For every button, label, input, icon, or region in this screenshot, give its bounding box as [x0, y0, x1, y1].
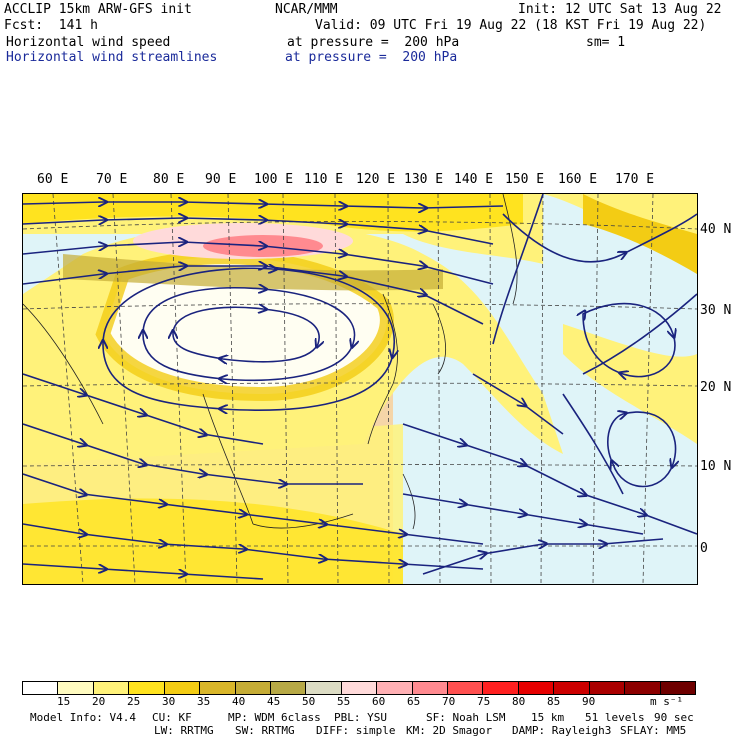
legend-swatch	[589, 682, 626, 694]
legend-swatch	[377, 682, 413, 694]
sflay-scheme: SFLAY: MM5	[620, 724, 687, 737]
legend-label: 85	[547, 695, 561, 708]
legend-swatch	[129, 682, 165, 694]
lat-label: 40 N	[700, 222, 732, 237]
legend-label: 30	[162, 695, 176, 708]
valid-time: Valid: 09 UTC Fri 19 Aug 22 (18 KST Fri …	[315, 18, 707, 33]
legend-label: 65	[407, 695, 421, 708]
smoothing-label: sm= 1	[586, 35, 626, 50]
init-time: Init: 12 UTC Sat 13 Aug 22	[518, 2, 722, 17]
resolution: 15 km	[531, 711, 565, 724]
pbl-scheme: PBL: YSU	[334, 711, 387, 724]
streamlines	[23, 194, 697, 580]
legend-label: 50	[302, 695, 316, 708]
cu-scheme: CU: KF	[152, 711, 192, 724]
legend-swatch	[58, 682, 94, 694]
field1-name: Horizontal wind speed	[6, 35, 171, 50]
legend-swatch	[518, 682, 555, 694]
model-info: Model Info: V4.4	[30, 711, 136, 724]
legend-swatch	[270, 682, 307, 694]
wind-map	[22, 193, 698, 585]
lon-label: 70 E	[96, 172, 128, 187]
vertical-levels: 51 levels	[585, 711, 645, 724]
legend-label: 20	[92, 695, 106, 708]
legend-swatch	[306, 682, 342, 694]
legend-swatch	[625, 682, 661, 694]
legend-swatch	[23, 682, 59, 694]
legend-swatch	[93, 682, 130, 694]
damp-scheme: DAMP: Rayleigh3	[512, 724, 612, 737]
legend-swatch	[483, 682, 519, 694]
legend-swatch	[448, 682, 484, 694]
model-title: ACCLIP 15km ARW-GFS init	[4, 2, 192, 17]
lon-label: 160 E	[558, 172, 598, 187]
time-step: 90 sec	[654, 711, 694, 724]
field2-level: at pressure = 200 hPa	[285, 50, 458, 65]
northeast-band	[583, 194, 697, 274]
lat-label: 20 N	[700, 380, 732, 395]
legend-label: 80	[512, 695, 526, 708]
lon-label: 130 E	[404, 172, 444, 187]
legend-label: 35	[197, 695, 211, 708]
lat-label: 10 N	[700, 459, 732, 474]
lon-label: 60 E	[37, 172, 69, 187]
legend-swatch	[412, 682, 449, 694]
lon-label: 80 E	[153, 172, 185, 187]
lw-scheme: LW: RRTMG	[154, 724, 214, 737]
mp-scheme: MP: WDM 6class	[228, 711, 321, 724]
lon-label: 150 E	[505, 172, 545, 187]
legend-label: 60	[372, 695, 386, 708]
legend-swatch	[341, 682, 378, 694]
lon-label: 100 E	[254, 172, 294, 187]
sf-scheme: SF: Noah LSM	[426, 711, 506, 724]
lon-label: 120 E	[356, 172, 396, 187]
color-legend	[22, 681, 696, 695]
legend-swatch	[235, 682, 271, 694]
legend-swatch	[164, 682, 201, 694]
legend-label: 70	[442, 695, 456, 708]
legend-label: 40	[232, 695, 246, 708]
legend-label: 25	[127, 695, 141, 708]
legend-swatch	[660, 682, 696, 694]
lon-label: 170 E	[615, 172, 655, 187]
sw-scheme: SW: RRTMG	[235, 724, 295, 737]
legend-label: 75	[477, 695, 491, 708]
legend-swatch	[200, 682, 236, 694]
diff-scheme: DIFF: simple	[316, 724, 396, 737]
field2-name: Horizontal wind streamlines	[6, 50, 218, 65]
east-band	[563, 324, 697, 444]
km-scheme: KM: 2D Smagor	[406, 724, 493, 737]
legend-label: 45	[267, 695, 281, 708]
forecast-hour: Fcst: 141 h	[4, 18, 98, 33]
lon-label: 90 E	[205, 172, 237, 187]
lon-label: 110 E	[304, 172, 344, 187]
legend-label: 15	[57, 695, 71, 708]
field1-level: at pressure = 200 hPa	[287, 35, 460, 50]
legend-label: 55	[337, 695, 351, 708]
center-label: NCAR/MMM	[275, 2, 338, 17]
legend-label: 90	[582, 695, 596, 708]
lat-label: 0	[700, 541, 708, 556]
legend-swatch	[554, 682, 590, 694]
lat-label: 30 N	[700, 303, 732, 318]
lon-label: 140 E	[454, 172, 494, 187]
legend-unit: m s⁻¹	[650, 695, 684, 708]
